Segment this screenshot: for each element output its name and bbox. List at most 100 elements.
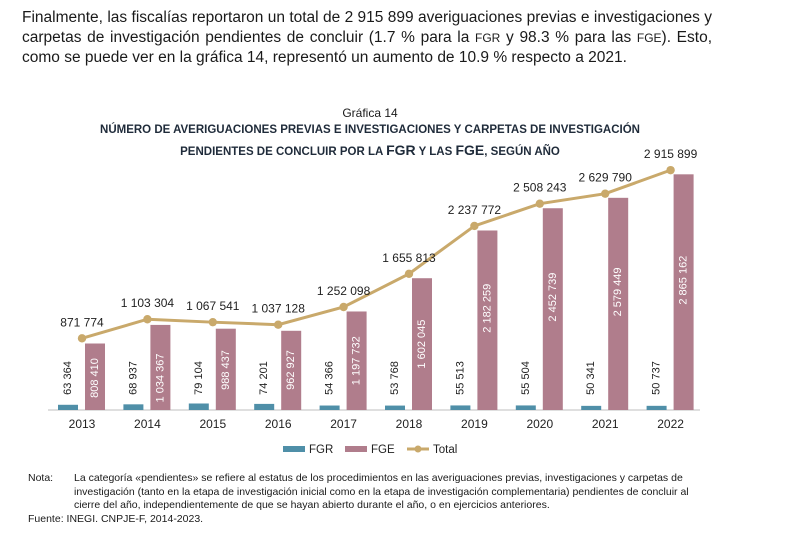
total-point-2013 bbox=[77, 334, 87, 343]
intro-fgr: FGR bbox=[475, 30, 501, 45]
label-fgr-2014: 68 937 bbox=[127, 361, 139, 395]
chart-title-mid: y las bbox=[415, 146, 456, 158]
source-label: Fuente: bbox=[28, 512, 64, 525]
label-fge-2014: 1 034 367 bbox=[154, 354, 166, 403]
chart-svg: 63 364 808 410 2013 68 937 1 034 367 2014 79 1… bbox=[48, 147, 700, 456]
label-fgr-2019: 55 513 bbox=[454, 361, 466, 395]
chart-title-line2: pendientes de concluir por la FGR y las … bbox=[0, 142, 740, 158]
bar-fgr-2020 bbox=[515, 405, 536, 410]
x-tick-2018: 2018 bbox=[396, 417, 423, 431]
bar-fgr-2016 bbox=[254, 403, 275, 410]
label-fgr-2020: 55 504 bbox=[520, 361, 532, 395]
bar-fgr-2018 bbox=[385, 405, 405, 410]
legend-label-fge: FGE bbox=[371, 444, 395, 456]
label-fge-2016: 962 927 bbox=[285, 350, 297, 390]
bar-fge-2013 bbox=[85, 343, 105, 410]
label-fge-2018: 1 602 045 bbox=[416, 320, 428, 369]
total-label-2017: 1 252 098 bbox=[317, 284, 371, 298]
intro-fge: FGE bbox=[636, 30, 662, 45]
bar-fge-2020 bbox=[542, 208, 563, 410]
intro-paragraph: Finalmente, las fiscalías reportaron un … bbox=[22, 8, 712, 68]
intro-line-1: Finalmente, las fiscalías reportaron un … bbox=[22, 9, 590, 26]
chart-title-fgr: FGR bbox=[386, 142, 416, 158]
x-tick-2014: 2014 bbox=[134, 417, 161, 431]
intro-line-2b: y bbox=[500, 28, 514, 46]
legend-swatch-fgr bbox=[283, 446, 305, 452]
total-point-2015 bbox=[208, 317, 217, 327]
chart-title-post: , según año bbox=[484, 146, 560, 158]
bar-fge-2022 bbox=[673, 174, 694, 410]
bar-fge-2021 bbox=[608, 197, 629, 410]
x-tick-2013: 2013 bbox=[69, 417, 96, 431]
label-fgr-2021: 50 341 bbox=[585, 361, 597, 395]
label-fge-2020: 2 452 739 bbox=[547, 273, 559, 322]
bar-fge-2017 bbox=[346, 311, 367, 410]
source-text: INEGI. CNPJE-F, 2014-2023. bbox=[66, 512, 204, 525]
note-row: Nota: La categoría «pendientes» se refie… bbox=[28, 472, 708, 513]
total-point-2018 bbox=[404, 269, 414, 278]
label-fgr-2018: 53 768 bbox=[389, 361, 401, 395]
label-fgr-2016: 74 201 bbox=[258, 361, 270, 395]
note-label: Nota: bbox=[28, 472, 54, 484]
intro-line-3b: ). Esto, como se puede ver en la gráfica… bbox=[22, 28, 712, 67]
chart-title-line1: Número de averiguaciones previas e inves… bbox=[100, 124, 640, 136]
chart-title-fge: FGE bbox=[455, 142, 485, 158]
bar-fge-2015 bbox=[215, 328, 236, 410]
chart-legend: FGR FGE Total bbox=[283, 444, 457, 456]
x-tick-2017: 2017 bbox=[330, 417, 357, 431]
legend-label-total: Total bbox=[433, 444, 457, 456]
legend-marker-total bbox=[414, 445, 422, 453]
bar-fgr-2015 bbox=[188, 403, 209, 410]
bar-fgr-2017 bbox=[319, 405, 340, 410]
total-point-2019 bbox=[470, 221, 479, 231]
intro-line-3a: 98.3 % para las bbox=[519, 28, 637, 46]
bar-fgr-2013 bbox=[58, 404, 78, 410]
label-fgr-2022: 50 737 bbox=[651, 361, 663, 395]
total-point-2014 bbox=[143, 315, 152, 324]
label-fgr-2015: 79 104 bbox=[193, 361, 205, 395]
total-label-2013: 871 774 bbox=[60, 315, 104, 329]
label-fge-2015: 988 437 bbox=[220, 350, 232, 390]
label-fgr-2017: 54 366 bbox=[324, 361, 336, 395]
label-fge-2019: 2 182 259 bbox=[481, 284, 493, 333]
label-fge-2022: 2 865 162 bbox=[678, 256, 690, 305]
bar-fgr-2014 bbox=[123, 404, 144, 410]
total-label-2019: 2 237 772 bbox=[448, 203, 502, 217]
x-tick-2021: 2021 bbox=[592, 417, 619, 431]
x-tick-2016: 2016 bbox=[265, 417, 292, 431]
intro-line-2a: investigaciones y carpetas de investigac… bbox=[22, 9, 712, 46]
bar-fge-2014 bbox=[150, 324, 171, 410]
intro-line-4: 10.9 % respecto a 2021. bbox=[458, 49, 627, 66]
x-tick-2019: 2019 bbox=[461, 417, 488, 431]
x-tick-2020: 2020 bbox=[526, 417, 553, 431]
label-fge-2013: 808 410 bbox=[89, 358, 101, 398]
label-fge-2017: 1 197 732 bbox=[351, 336, 363, 385]
chart-title-pre: pendientes de concluir por la bbox=[180, 146, 387, 158]
label-fge-2021: 2 579 449 bbox=[612, 267, 624, 316]
total-label-2016: 1 037 128 bbox=[252, 302, 306, 316]
bar-fge-2018 bbox=[412, 278, 432, 410]
total-label-2020: 2 508 243 bbox=[513, 181, 567, 195]
total-label-2014: 1 103 304 bbox=[121, 296, 175, 310]
plot-area: 63 364 808 410 2013 68 937 1 034 367 2014 79 1… bbox=[48, 147, 700, 431]
total-point-2022 bbox=[666, 165, 675, 175]
total-line bbox=[81, 168, 672, 340]
legend-label-fgr: FGR bbox=[309, 444, 333, 456]
total-point-2017 bbox=[339, 302, 348, 312]
label-fgr-2013: 63 364 bbox=[62, 361, 74, 395]
chart-caption: Gráfica 14 bbox=[342, 106, 398, 120]
total-label-2022: 2 915 899 bbox=[644, 147, 698, 161]
total-point-2021 bbox=[601, 189, 610, 198]
bar-fgr-2021 bbox=[581, 405, 602, 410]
total-label-2015: 1 067 541 bbox=[186, 299, 240, 313]
source-row: Fuente: INEGI. CNPJE-F, 2014-2023. bbox=[28, 513, 708, 527]
bar-fge-2016 bbox=[281, 330, 302, 410]
x-tick-2022: 2022 bbox=[657, 417, 684, 431]
note-text: La categoría «pendientes» se refiere al … bbox=[74, 472, 689, 511]
legend-swatch-fge bbox=[345, 446, 367, 452]
total-label-2021: 2 629 790 bbox=[579, 171, 633, 185]
note-block: Nota: La categoría «pendientes» se refie… bbox=[28, 472, 708, 526]
total-point-2020 bbox=[535, 199, 544, 208]
x-tick-2015: 2015 bbox=[199, 417, 226, 431]
bar-fge-2019 bbox=[477, 230, 498, 410]
